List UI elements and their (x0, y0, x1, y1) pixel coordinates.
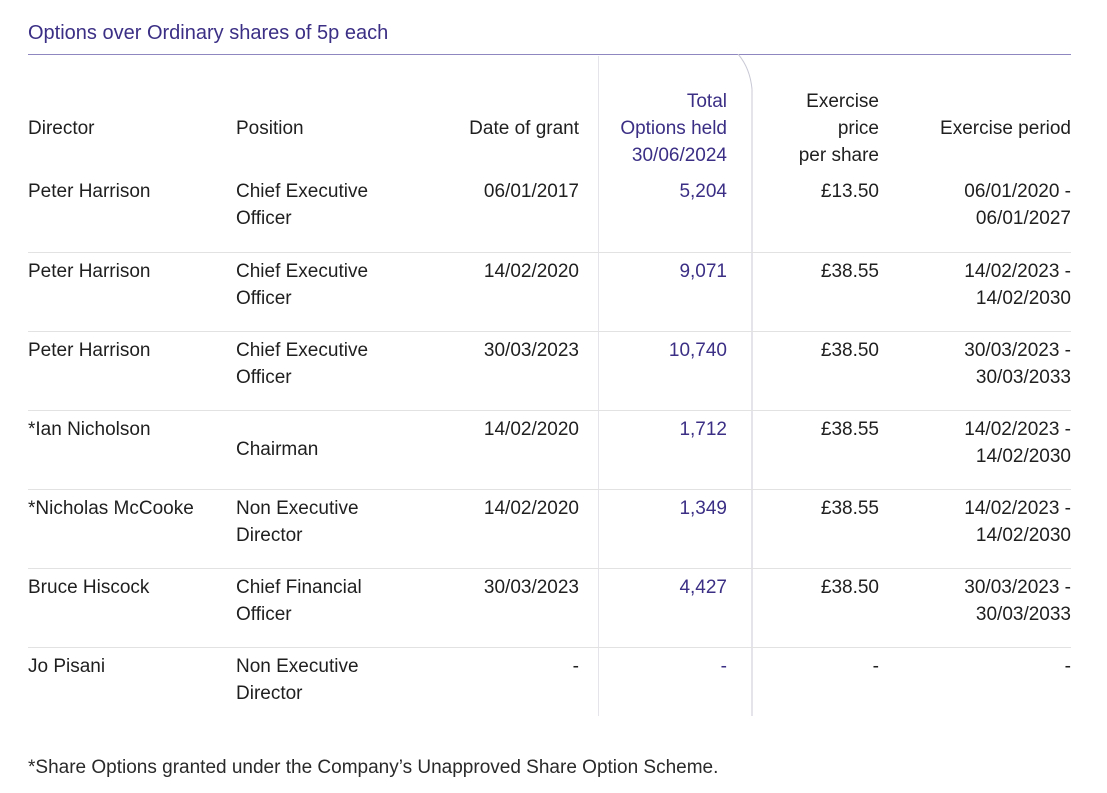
position: Chief Financial Officer (236, 567, 406, 647)
footnote: *Share Options granted under the Company… (28, 757, 719, 778)
table-header-row: Director Position Date of grant Total Op… (28, 80, 1071, 173)
director-name: Jo Pisani (28, 646, 236, 726)
header-exercise-period: Exercise period (940, 118, 1071, 139)
exercise-period: 30/03/2023 -30/03/2033 (879, 567, 1071, 647)
date-of-grant: - (406, 646, 591, 726)
director-name: Peter Harrison (28, 330, 236, 410)
director-name: *Ian Nicholson (28, 409, 236, 489)
table-row: Bruce Hiscock Chief Financial Officer 30/… (28, 567, 1071, 647)
director-name: Peter Harrison (28, 181, 151, 202)
exercise-price: £13.50 (820, 181, 879, 202)
total-options-held: 1,349 (591, 488, 740, 568)
date-of-grant: 30/03/2023 (406, 567, 591, 647)
exercise-price: £38.50 (740, 330, 879, 410)
position: Non Executive Director (236, 488, 406, 568)
position: Chief Executive Officer (236, 330, 406, 410)
total-options-held: - (591, 646, 740, 726)
date-of-grant: 14/02/2020 (406, 251, 591, 331)
total-options-held: 5,204 (679, 181, 727, 202)
total-options-held: 9,071 (591, 251, 740, 331)
options-table: Director Position Date of grant Total Op… (28, 80, 1071, 726)
date-of-grant: 30/03/2023 (406, 330, 591, 410)
exercise-price: £38.55 (740, 251, 879, 331)
exercise-period: 30/03/2023 -30/03/2033 (879, 330, 1071, 410)
director-name: Peter Harrison (28, 251, 236, 331)
exercise-period: 14/02/2023 -14/02/2030 (879, 409, 1071, 489)
header-position: Position (236, 118, 304, 139)
header-exercise-price: Exercise price per share (798, 91, 879, 166)
table-row: Peter Harrison Chief Executive Officer 30… (28, 330, 1071, 410)
exercise-period: 14/02/2023 -14/02/2030 (879, 251, 1071, 331)
date-of-grant: 14/02/2020 (406, 488, 591, 568)
position: Chief Executive Officer (236, 251, 406, 331)
exercise-price: £38.50 (740, 567, 879, 647)
caption-divider (28, 54, 1071, 55)
date-of-grant: 06/01/2017 (483, 181, 579, 202)
table-row: Peter Harrison Chief Executive Officer 06… (28, 173, 1071, 252)
exercise-price: - (740, 646, 879, 726)
exercise-period: 06/01/2020 -06/01/2027 (964, 181, 1071, 229)
position: Non Executive Director (236, 646, 406, 726)
exercise-price: £38.55 (740, 488, 879, 568)
date-of-grant: 14/02/2020 (406, 409, 591, 489)
director-name: *Nicholas McCooke (28, 488, 236, 568)
exercise-period: 14/02/2023 -14/02/2030 (879, 488, 1071, 568)
table-caption: Options over Ordinary shares of 5p each (28, 22, 389, 44)
header-date-of-grant: Date of grant (469, 118, 579, 139)
table-row: Jo Pisani Non Executive Director - - - - (28, 646, 1071, 726)
exercise-price: £38.55 (740, 409, 879, 489)
table-row: *Nicholas McCooke Non Executive Director … (28, 488, 1071, 568)
position: Chairman (236, 409, 406, 489)
total-options-held: 1,712 (591, 409, 740, 489)
total-options-held: 10,740 (591, 330, 740, 410)
total-options-held: 4,427 (591, 567, 740, 647)
position: Chief Executive Officer (236, 181, 369, 229)
header-director: Director (28, 118, 95, 139)
table-row: *Ian Nicholson Chairman 14/02/2020 1,712… (28, 409, 1071, 489)
exercise-period: - (879, 646, 1071, 726)
table-row: Peter Harrison Chief Executive Officer 14… (28, 251, 1071, 331)
header-total-options: Total Options held 30/06/2024 (620, 91, 727, 166)
director-name: Bruce Hiscock (28, 567, 236, 647)
